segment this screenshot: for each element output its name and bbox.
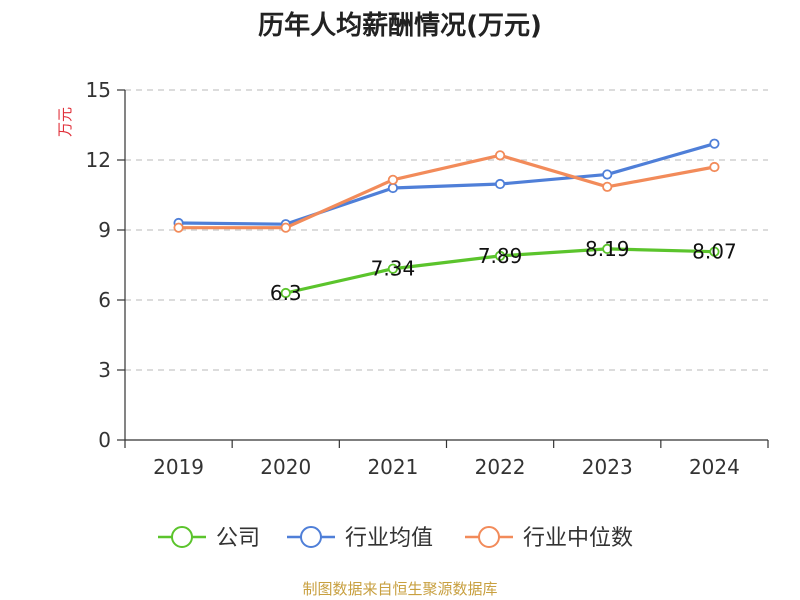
data-label: 7.34 (371, 257, 416, 281)
data-label: 7.89 (478, 244, 523, 268)
data-point (709, 138, 720, 149)
chart-title: 历年人均薪酬情况(万元) (258, 10, 542, 41)
data-point (602, 181, 613, 192)
y-tick-label: 9 (98, 218, 111, 242)
legend-marker (171, 526, 193, 548)
data-label: 6.3 (270, 281, 302, 305)
legend-label: 行业中位数 (523, 526, 633, 551)
y-tick-label: 3 (98, 358, 111, 382)
grid-lines (125, 89, 768, 371)
legend-marker (478, 526, 500, 548)
y-tick-label: 15 (86, 78, 111, 102)
data-point (494, 150, 506, 161)
data-point (387, 263, 399, 274)
legend: 公司 行业均值 行业中位数 (158, 526, 633, 551)
data-labels: 6.3 7.34 7.89 8.19 8.07 (270, 237, 737, 305)
y-axis-label: 万元 (56, 107, 74, 137)
data-point (173, 222, 184, 233)
x-tick-label: 2023 (582, 455, 633, 479)
series-line (178, 142, 715, 226)
legend-label: 行业均值 (345, 526, 433, 551)
data-point (602, 169, 613, 180)
x-tick-label: 2019 (153, 455, 204, 479)
source-note: 制图数据来自恒生聚源数据库 (302, 580, 497, 598)
data-point (709, 246, 720, 257)
x-tick-label: 2024 (689, 455, 740, 479)
x-tick-label: 2021 (367, 455, 418, 479)
data-label: 8.19 (585, 237, 630, 261)
data-point (709, 161, 720, 173)
y-tick-label: 6 (98, 288, 111, 312)
legend-label: 公司 (216, 526, 260, 551)
series-line (178, 153, 715, 230)
data-point (602, 243, 613, 254)
data-label: 8.07 (692, 240, 737, 264)
data-point (494, 178, 506, 190)
data-point (280, 287, 291, 299)
legend-marker (300, 526, 322, 548)
y-tick-label: 0 (98, 428, 111, 452)
data-point (387, 182, 399, 194)
data-point (280, 222, 291, 233)
axes: 0 3 6 9 12 15 2019 2020 2021 2022 2023 2024 (86, 78, 769, 479)
data-point (387, 174, 399, 185)
x-tick-label: 2022 (475, 455, 526, 479)
x-tick-label: 2020 (260, 455, 311, 479)
y-tick-label: 12 (86, 148, 111, 172)
series-group (173, 138, 720, 299)
data-point (494, 250, 506, 261)
